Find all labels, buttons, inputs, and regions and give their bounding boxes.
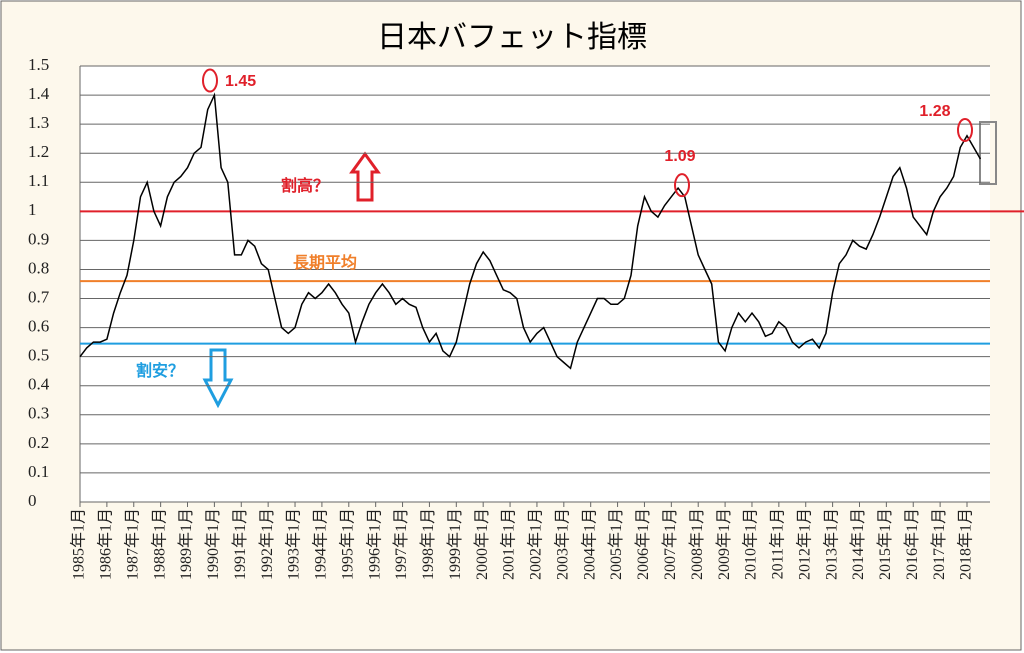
x-tick-label: 2008年1月 bbox=[688, 508, 706, 580]
x-tick-label: 2001年1月 bbox=[500, 508, 518, 580]
peak-circle bbox=[674, 173, 690, 198]
x-tick-label: 1995年1月 bbox=[338, 508, 356, 580]
x-tick-label: 1990年1月 bbox=[204, 508, 222, 580]
y-tick-label: 0.3 bbox=[28, 404, 49, 423]
x-tick-label: 2017年1月 bbox=[930, 508, 948, 580]
x-tick-label: 2000年1月 bbox=[473, 508, 491, 580]
reference-label: 長期平均 bbox=[293, 253, 357, 272]
x-tick-label: 2016年1月 bbox=[903, 508, 921, 580]
y-tick-label: 1.3 bbox=[28, 113, 49, 132]
y-tick-label: 0.8 bbox=[28, 258, 49, 277]
x-tick-label: 2012年1月 bbox=[795, 508, 813, 580]
y-tick-label: 0 bbox=[28, 491, 37, 510]
x-tick-label: 1988年1月 bbox=[150, 508, 168, 580]
y-tick-label: 0.9 bbox=[28, 229, 49, 248]
y-tick-label: 0.7 bbox=[28, 287, 50, 306]
data-line bbox=[79, 92, 982, 370]
x-tick-label: 2011年1月 bbox=[769, 508, 787, 579]
x-tick-label: 1986年1月 bbox=[97, 508, 115, 580]
plot-area bbox=[80, 66, 990, 502]
peak-circle bbox=[202, 68, 218, 93]
x-tick-label: 2007年1月 bbox=[661, 508, 679, 580]
y-tick-label: 1.2 bbox=[28, 142, 49, 161]
y-tick-label: 0.4 bbox=[28, 375, 50, 394]
x-tick-label: 1992年1月 bbox=[258, 508, 276, 580]
reference-label: 割高？ bbox=[281, 176, 329, 195]
y-tick-label: 1 bbox=[28, 200, 37, 219]
x-tick-label: 2002年1月 bbox=[527, 508, 545, 580]
y-tick-label: 1.1 bbox=[28, 171, 49, 190]
x-tick-label: 2003年1月 bbox=[553, 508, 571, 580]
x-tick-label: 1996年1月 bbox=[365, 508, 383, 580]
peak-label: 1.28 bbox=[919, 103, 950, 120]
x-tick-label: 2014年1月 bbox=[849, 508, 867, 580]
y-tick-label: 0.5 bbox=[28, 346, 49, 365]
x-tick-label: 2009年1月 bbox=[715, 508, 733, 580]
x-tick-label: 1993年1月 bbox=[285, 508, 303, 580]
x-tick-label: 1989年1月 bbox=[177, 508, 195, 580]
y-tick-label: 1.4 bbox=[28, 84, 50, 103]
x-tick-label: 1997年1月 bbox=[392, 508, 410, 580]
peak-circle bbox=[957, 117, 973, 142]
x-tick-label: 1998年1月 bbox=[419, 508, 437, 580]
x-tick-label: 2006年1月 bbox=[634, 508, 652, 580]
peak-label: 1.45 bbox=[225, 73, 256, 90]
x-tick-label: 1994年1月 bbox=[312, 508, 330, 580]
peak-label: 1.09 bbox=[664, 148, 695, 165]
chart-title: 日本バフェット指標 bbox=[377, 21, 647, 54]
up-arrow bbox=[349, 151, 381, 202]
y-tick-label: 0.1 bbox=[28, 462, 49, 481]
x-tick-label: 1991年1月 bbox=[231, 508, 249, 580]
x-tick-label: 2018年1月 bbox=[957, 508, 975, 580]
x-tick-label: 1999年1月 bbox=[446, 508, 464, 580]
x-tick-label: 2005年1月 bbox=[607, 508, 625, 580]
x-tick-label: 1987年1月 bbox=[123, 508, 141, 580]
x-tick-label: 2015年1月 bbox=[876, 508, 894, 580]
reference-label: 割安？ bbox=[136, 361, 184, 380]
y-tick-label: 0.6 bbox=[28, 317, 49, 336]
y-tick-label: 1.5 bbox=[28, 55, 49, 74]
down-arrow bbox=[202, 348, 234, 409]
x-tick-label: 2010年1月 bbox=[742, 508, 760, 580]
x-tick-label: 1985年1月 bbox=[70, 508, 88, 580]
x-tick-label: 2013年1月 bbox=[822, 508, 840, 580]
y-tick-label: 0.2 bbox=[28, 433, 49, 452]
x-tick-label: 2004年1月 bbox=[580, 508, 598, 580]
